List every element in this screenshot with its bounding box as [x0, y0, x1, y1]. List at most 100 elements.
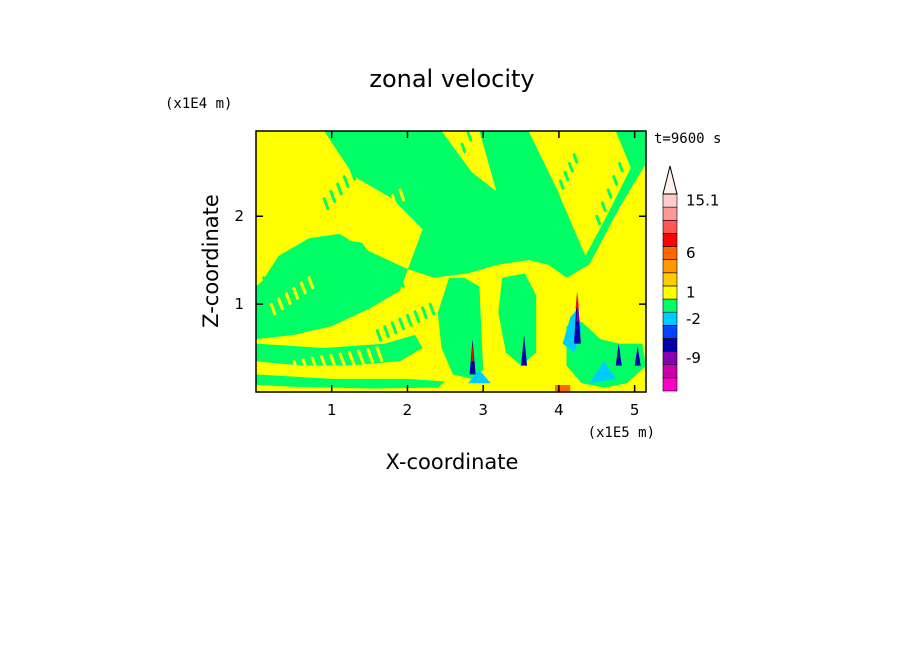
field-streak-0-1: [329, 189, 337, 203]
plot-area: [255, 130, 647, 393]
field-region-4: [498, 273, 537, 366]
field-streak-4-2: [558, 179, 565, 190]
colorbar-swatch-10: [662, 246, 678, 260]
colorbar-swatch-1: [662, 364, 678, 379]
field-streak-5-2: [606, 188, 613, 199]
field-streak-1-1: [269, 270, 278, 287]
field-region-6: [256, 374, 446, 389]
field-streak-6-0: [436, 188, 442, 199]
field-streak-9-1: [301, 358, 310, 374]
colorbar-swatch-8: [662, 272, 678, 287]
field-region-17: [555, 384, 571, 392]
field-streak-7-3: [292, 286, 299, 300]
colorbar-swatch-0: [662, 377, 678, 392]
field-streak-2-4: [355, 295, 362, 308]
field-streak-0-4: [349, 167, 357, 181]
field-streak-7-2: [284, 292, 292, 305]
field-streak-4-0: [549, 197, 556, 208]
field-streak-9-5: [338, 352, 347, 368]
field-streak-9-7: [357, 349, 365, 365]
field-streak-9-3: [320, 355, 328, 371]
field-streak-5-3: [612, 175, 619, 186]
field-streak-1-5: [299, 249, 308, 266]
field-streak-6-2: [448, 165, 455, 176]
field-streak-3-2: [390, 321, 398, 335]
time-label: t=9600 s: [654, 131, 721, 147]
field-streak-8-5: [383, 199, 390, 213]
colorbar-label-1: -2: [686, 310, 701, 328]
field-streak-3-0: [375, 328, 383, 342]
x-tick-label-4: 5: [630, 401, 640, 419]
field-region-18: [471, 343, 475, 362]
field-streak-2-1: [336, 304, 343, 316]
colorbar-label-4: 15.1: [686, 192, 719, 210]
y-tick-label-1: 2: [234, 207, 244, 225]
field-streak-9-4: [329, 353, 337, 370]
y-axis: 12: [234, 207, 646, 313]
field-streak-4-5: [572, 153, 579, 164]
field-streak-8-1: [352, 222, 360, 236]
field-streak-5-1: [600, 201, 607, 212]
field-region-9: [589, 361, 616, 384]
field-streak-9-0: [292, 359, 300, 376]
x-axis-label: X-coordinate: [386, 450, 519, 474]
colorbar-swatch-12: [662, 219, 678, 234]
field-streak-1-4: [292, 255, 300, 271]
x-tick-label-2: 3: [478, 401, 488, 419]
field-streak-6-4: [460, 142, 467, 154]
colorbar: -9 -2 1 6 15.1: [662, 165, 719, 392]
field-streak-3-6: [421, 306, 428, 320]
field-streak-2-2: [342, 301, 349, 314]
field-streak-2-6: [367, 290, 374, 302]
field-streak-2-10: [392, 279, 399, 291]
field-streak-4-1: [554, 188, 561, 199]
colorbar-swatch-6: [662, 298, 678, 313]
field-streak-2-0: [330, 307, 337, 319]
field-streak-0-2: [336, 182, 343, 196]
field-region-15: [634, 346, 641, 366]
field-streak-2-3: [348, 298, 355, 311]
field-streak-0-5: [356, 160, 363, 174]
field-streak-7-1: [277, 297, 284, 311]
field-streak-2-8: [379, 284, 386, 297]
chart-title: zonal velocity: [369, 65, 534, 93]
field-streak-7-4: [299, 281, 307, 295]
field-streak-3-5: [413, 310, 421, 323]
field-streak-8-3: [368, 210, 375, 224]
field-streak-9-6: [347, 350, 356, 367]
field-streak-8-7: [398, 188, 406, 202]
field-streak-1-3: [284, 260, 293, 276]
colorbar-label-3: 6: [686, 244, 696, 262]
field-streak-6-3: [454, 154, 461, 165]
colorbar-swatch-14: [662, 193, 678, 208]
field-streak-6-5: [466, 131, 473, 142]
colorbar-swatch-7: [662, 285, 678, 300]
x-tick-label-1: 2: [403, 401, 413, 419]
colorbar-swatch-2: [662, 351, 678, 366]
field-streak-5-0: [595, 214, 602, 226]
field-streak-9-2: [310, 356, 319, 373]
field-streak-0-9: [383, 131, 390, 145]
field-streak-8-0: [345, 227, 353, 241]
field-streak-6-1: [442, 176, 449, 188]
colorbar-swatch-3: [662, 338, 678, 352]
y-tick-label-0: 1: [234, 295, 244, 313]
field-streak-2-5: [361, 293, 368, 305]
field-streak-0-7: [369, 145, 377, 159]
colorbar-label-2: 1: [686, 284, 696, 302]
y-axis-label: Z-coordinate: [199, 194, 223, 328]
colorbar-swatch-9: [662, 259, 678, 274]
field-streak-0-3: [342, 175, 350, 189]
field-streak-2-7: [373, 287, 380, 300]
field-regions: [256, 131, 646, 392]
x-unit-label: (x1E5 m): [588, 425, 655, 441]
field-streak-5-4: [617, 162, 624, 173]
field-streaks: [262, 131, 624, 376]
plot-frame: [255, 130, 647, 393]
field-region-19: [575, 292, 579, 309]
field-streak-2-11: [398, 276, 405, 288]
field-streak-2-9: [385, 281, 393, 294]
field-streak-9-9: [375, 346, 384, 362]
colorbar-swatch-4: [662, 325, 678, 339]
